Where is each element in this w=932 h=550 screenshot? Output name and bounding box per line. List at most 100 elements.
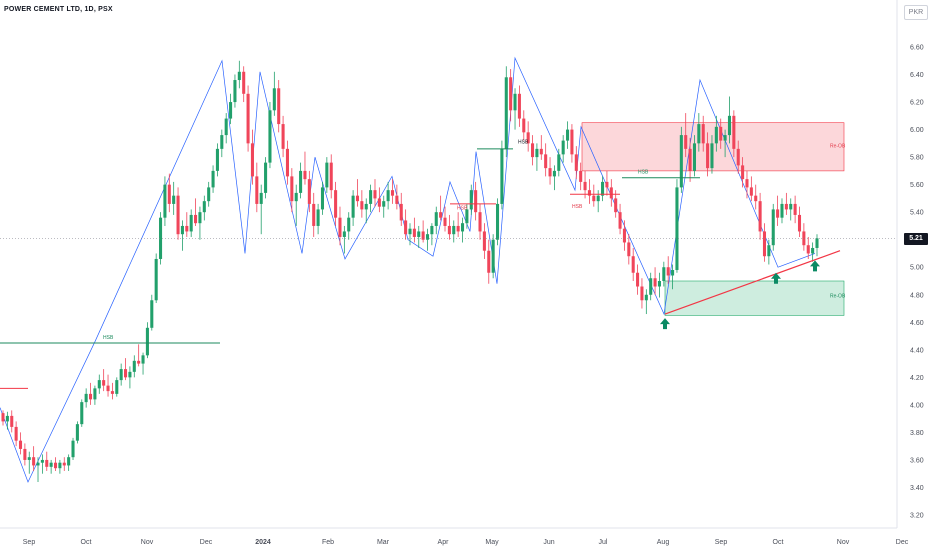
candle-body (215, 148, 219, 171)
buy-arrow-icon (810, 260, 820, 272)
candle-body (229, 102, 233, 119)
candle-body (316, 209, 320, 226)
candle-body (767, 245, 771, 257)
candle-body (443, 217, 447, 226)
candle-body (237, 71, 241, 81)
candle-body (272, 88, 276, 111)
candle-body (430, 225, 434, 235)
y-tick-label: 4.80 (910, 292, 924, 299)
candle-body (425, 234, 430, 240)
candle-body (246, 93, 250, 144)
candle-body (531, 143, 535, 158)
candle-body (355, 195, 360, 202)
x-tick-label: Jun (543, 539, 554, 546)
candle-body (404, 220, 408, 235)
candle-body (701, 124, 705, 144)
candle-body (732, 115, 736, 149)
candle-body (627, 242, 631, 257)
candle-body (312, 203, 316, 226)
candle-body (692, 143, 696, 171)
candle-body (780, 203, 784, 218)
candle-body (491, 239, 495, 273)
candle-body (137, 360, 141, 364)
candle-body (601, 181, 605, 196)
candle-body (294, 192, 298, 202)
candle-body (417, 231, 421, 237)
y-tick-label: 4.00 (910, 402, 924, 409)
candle-body (23, 448, 27, 460)
candle-body (714, 126, 718, 144)
candle-body (679, 135, 683, 188)
candle-body (268, 110, 272, 163)
candle-body (811, 247, 815, 254)
candle-body (102, 380, 106, 386)
candle-body (290, 176, 294, 202)
candle-body (198, 212, 202, 224)
candle-body (408, 228, 412, 235)
candle-body (522, 118, 526, 133)
candle-body (128, 371, 132, 378)
candle-body (320, 187, 325, 210)
candle-body (75, 424, 79, 441)
candle-body (605, 181, 609, 188)
candle-body (67, 457, 71, 466)
candle-body (460, 223, 465, 232)
candle-body (710, 143, 714, 169)
buy-arrow-icon (660, 318, 670, 330)
candle-body (277, 88, 281, 125)
candle-body (334, 190, 338, 218)
candle-body (535, 148, 539, 158)
currency-label[interactable]: PKR (904, 5, 928, 20)
candle-body (671, 269, 675, 276)
candle-body (465, 209, 469, 224)
candle-body (53, 462, 58, 469)
candle-body (132, 360, 136, 372)
candle-body (145, 327, 149, 356)
time-axis[interactable]: Sep Oct Nov Dec 2024 Feb Mar Apr May Jun Jul Aug Sep… (0, 527, 909, 546)
candle-body (504, 77, 508, 149)
candle-body (727, 115, 732, 136)
candle-body (80, 402, 84, 425)
candle-body (1, 413, 5, 422)
candle-body (487, 250, 491, 273)
candle-body (754, 195, 758, 202)
candle-body (382, 201, 386, 207)
candle-body (544, 154, 548, 169)
candle-body (557, 154, 561, 171)
candle-body (609, 187, 613, 199)
x-tick-label: Nov (141, 539, 154, 546)
candle-body (194, 214, 198, 224)
x-tick-label: Nov (837, 539, 850, 546)
candle-body (640, 286, 644, 301)
candle-body (596, 195, 600, 202)
candle-body (421, 231, 425, 240)
candle-body (592, 195, 596, 202)
candle-body (653, 278, 657, 287)
candle-body (618, 212, 622, 229)
y-tick-label: 6.60 (910, 45, 924, 52)
price-axis[interactable]: 6.606.406.206.005.805.605.405.205.004.80… (896, 0, 924, 528)
candle-body (579, 170, 583, 182)
candle-body (373, 190, 377, 199)
candle-body (163, 184, 167, 218)
candle-body (364, 203, 368, 210)
candle-body (622, 228, 626, 243)
candle-body (386, 190, 390, 202)
x-tick-label: 2024 (255, 539, 271, 546)
y-tick-label: 3.40 (910, 485, 924, 492)
candle-body (49, 462, 53, 467)
candle-body (27, 457, 31, 460)
candle-body (649, 278, 653, 295)
candle-body (762, 231, 767, 257)
y-tick-label: 4.20 (910, 375, 924, 382)
candle-body (736, 148, 740, 166)
candle-body (789, 203, 793, 210)
candle-body (706, 143, 710, 169)
candle-body (150, 300, 154, 328)
candle-body (723, 135, 727, 141)
candle-body (771, 209, 775, 246)
candle-body (719, 126, 723, 141)
candle-body (62, 462, 66, 466)
candle-body (741, 165, 745, 180)
